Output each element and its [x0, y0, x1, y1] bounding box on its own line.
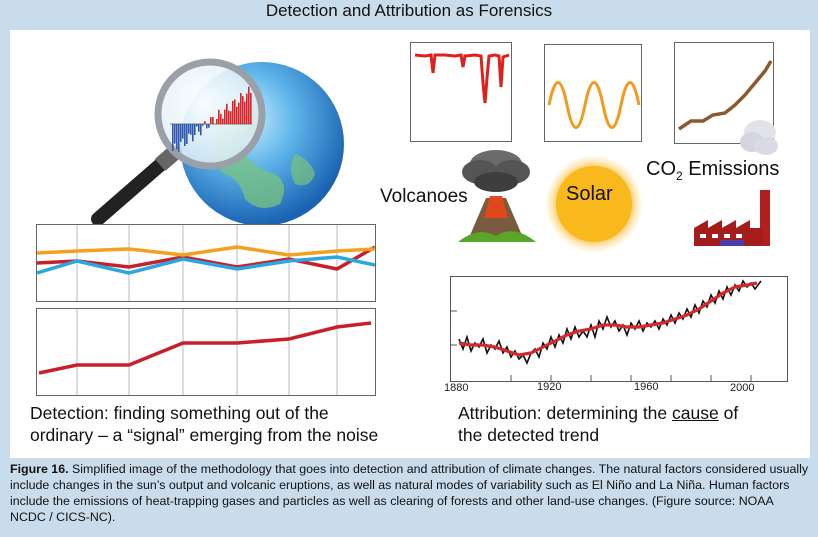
figure-caption-text: Simplified image of the methodology that…: [10, 462, 809, 524]
lens-bar: [226, 103, 228, 124]
co2-subscript: 2: [676, 169, 683, 183]
tick-2000: 2000: [730, 382, 755, 394]
lens-bar: [202, 124, 204, 126]
volcanic-forcing-line: [414, 53, 510, 104]
solar-cycle-line: [547, 81, 641, 129]
detection-line-2: ordinary – a “signal” emerging from the …: [30, 425, 379, 445]
lens-bar: [220, 113, 222, 124]
lens-bar: [194, 124, 196, 135]
tick-1880: 1880: [444, 382, 469, 394]
lens-bar: [206, 124, 208, 129]
lens-bar: [242, 96, 244, 124]
lens-bar: [212, 117, 214, 124]
figure-caption: Figure 16. Simplified image of the metho…: [10, 461, 810, 533]
temperature-trend-chart: [450, 276, 788, 382]
illustration-panel: Volcanoes Solar CO2 Emissions: [10, 30, 810, 458]
lens-bar: [246, 93, 248, 124]
detection-line-1: Detection: finding something out of the: [30, 403, 329, 423]
lens-bar: [224, 109, 226, 124]
globe-magnifier-illustration: [91, 58, 344, 226]
figure-title: Detection and Attribution as Forensics: [265, 1, 553, 20]
lens-bar: [196, 124, 198, 127]
volcano-icon: [458, 150, 536, 242]
lens-bar: [208, 124, 210, 128]
attribution-suffix: of: [718, 403, 739, 423]
detection-caption: Detection: finding something out of the …: [30, 402, 378, 446]
lens-bar: [176, 124, 178, 150]
lens-bar: [182, 124, 184, 139]
lens-bar: [222, 118, 224, 124]
lens-bar: [188, 124, 190, 134]
solar-label: Solar: [566, 183, 613, 205]
lens-bar: [210, 117, 212, 124]
lens-bar: [238, 102, 240, 124]
smoke-icon: [740, 120, 778, 155]
co2-text: CO: [646, 158, 676, 180]
signal-series-red: [38, 321, 372, 375]
tick-1960: 1960: [634, 381, 659, 393]
sun-icon: [546, 156, 642, 252]
lens-bar: [190, 124, 192, 135]
lens-anomaly-chart: [170, 86, 252, 152]
noise-series-orange: [37, 245, 375, 257]
signal-chart: [36, 308, 376, 396]
figure-caption-label: Figure 16.: [10, 462, 69, 476]
lens-bar: [232, 100, 234, 124]
lens-bar: [200, 124, 202, 136]
lens-bar: [192, 124, 194, 142]
volcanic-forcing-chart: [410, 42, 512, 142]
co2-emissions-line: [678, 60, 773, 131]
emissions-text: Emissions: [682, 158, 780, 180]
volcanoes-label: Volcanoes: [380, 186, 468, 207]
co2-emissions-label: CO2 Emissions: [646, 158, 779, 187]
lens-bar: [198, 124, 200, 132]
lens-bar: [234, 99, 236, 124]
solar-cycle-chart: [544, 44, 642, 142]
lens-bar: [172, 124, 174, 151]
lens-bar: [186, 124, 188, 144]
lens-bar: [216, 118, 218, 124]
lens-bar: [204, 121, 206, 124]
lens-bar: [236, 106, 238, 124]
factory-icon: [694, 190, 770, 246]
tick-1920: 1920: [537, 381, 562, 393]
lens-bar: [174, 124, 176, 144]
modeled-temperature-line: [458, 281, 758, 357]
attribution-line-1: Attribution: determining the cause of: [458, 402, 738, 424]
attribution-line-2: the detected trend: [458, 425, 600, 445]
attribution-cause: cause: [672, 403, 719, 423]
lens-bar: [228, 110, 230, 124]
attribution-caption: Attribution: determining the cause of th…: [458, 402, 738, 446]
attribution-prefix: Attribution: determining the: [458, 403, 673, 423]
noise-series-blue: [37, 255, 375, 275]
lens-bar: [178, 124, 180, 152]
lens-bar: [218, 109, 220, 124]
lens-bar: [230, 111, 232, 124]
noise-comparison-chart: [36, 224, 376, 302]
lens-bar: [180, 124, 182, 142]
lens-bar: [240, 92, 242, 124]
lens-bar: [244, 101, 246, 124]
lens-bar: [250, 92, 252, 124]
lens-bar: [248, 86, 250, 124]
lens-bar: [184, 124, 186, 146]
